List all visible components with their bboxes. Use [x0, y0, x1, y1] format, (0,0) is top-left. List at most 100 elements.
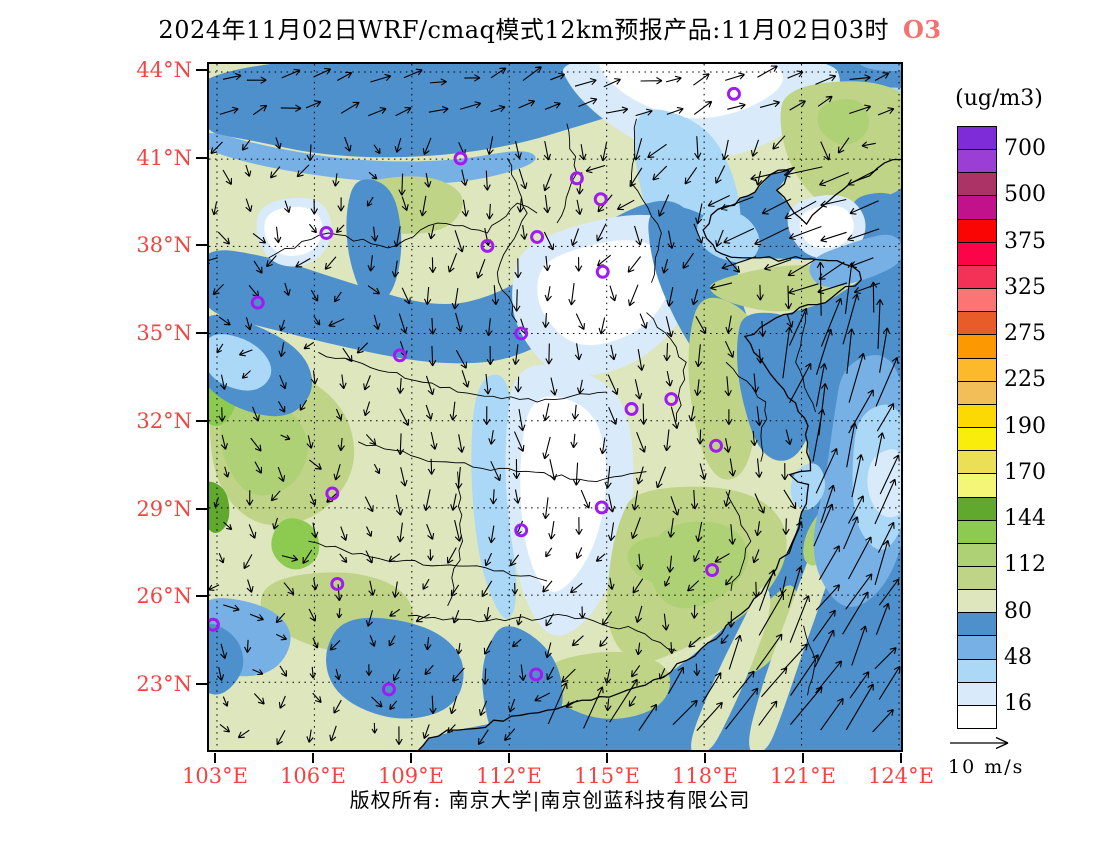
colorbar-box: [958, 520, 996, 544]
wind-scale: 10 m/s: [948, 734, 1068, 778]
x-axis-tick: [214, 753, 216, 763]
city-marker: [514, 326, 529, 341]
x-axis-tick: [704, 753, 706, 763]
colorbar-box: [958, 590, 996, 614]
y-axis-tick: [196, 419, 207, 422]
city-marker: [593, 192, 608, 207]
colorbar-box: [958, 404, 996, 429]
city-marker: [325, 486, 340, 501]
colorbar-box: [958, 613, 996, 637]
colorbar-box: [958, 289, 996, 313]
y-axis-label: 26°N: [136, 584, 192, 609]
colorbar-box: [958, 150, 996, 174]
colorbar-box: [958, 312, 996, 336]
x-axis-tick: [900, 753, 902, 763]
y-axis-tick: [196, 595, 207, 598]
colorbar-box: [958, 265, 996, 290]
x-axis-label: 106°E: [280, 764, 346, 788]
x-axis-label: 109°E: [378, 764, 444, 788]
wind-vectors: [209, 65, 901, 746]
y-axis-tick: [196, 332, 207, 335]
colorbar-box: [958, 451, 996, 475]
colorbar-level-label: 225: [1004, 367, 1046, 393]
x-axis-label: 124°E: [868, 764, 934, 788]
colorbar-level-label: 325: [1004, 274, 1046, 300]
city-marker: [624, 402, 639, 416]
x-axis-tick: [410, 753, 412, 763]
x-axis-label: 112°E: [476, 764, 542, 788]
plot-title-text: 2024年11月02日WRF/cmaq模式12km预报产品:11月02日03时: [158, 16, 889, 44]
colorbar-level-label: 375: [1004, 228, 1046, 254]
city-marker: [209, 617, 220, 632]
colorbar-level-label: 112: [1004, 552, 1046, 578]
colorbar-level-label: 170: [1004, 459, 1046, 485]
y-axis-label: 29°N: [136, 496, 192, 521]
city-marker: [250, 295, 265, 310]
city-marker: [530, 230, 545, 244]
y-axis-label: 41°N: [136, 145, 192, 170]
colorbar-level-label: 190: [1004, 413, 1046, 439]
city-marker: [705, 563, 720, 578]
y-axis-tick: [196, 682, 207, 685]
colorbar-level-label: 700: [1004, 136, 1046, 162]
colorbar-box: [958, 659, 996, 683]
y-axis-label: 38°N: [136, 233, 192, 258]
city-marker: [726, 86, 741, 101]
colorbar-box: [958, 335, 996, 359]
colorbar-box: [958, 381, 996, 405]
city-marker: [569, 171, 584, 186]
colorbar-box: [958, 173, 996, 197]
city-marker: [594, 500, 609, 515]
colorbar-box: [958, 196, 996, 220]
y-axis-tick: [196, 244, 207, 247]
colorbar-box: [958, 358, 996, 382]
colorbar-box: [958, 219, 996, 243]
colorbar-box: [958, 127, 996, 151]
colorbar-level-label: 16: [1004, 691, 1032, 716]
city-marker: [709, 438, 724, 453]
x-axis-tick: [802, 753, 804, 763]
colorbar-level-label: 80: [1004, 598, 1032, 624]
x-axis-label: 118°E: [672, 764, 738, 788]
y-axis-label: 35°N: [136, 321, 192, 346]
city-marker: [514, 523, 529, 538]
y-axis-tick: [196, 507, 207, 510]
y-axis-label: 32°N: [136, 408, 192, 433]
city-marker: [392, 348, 407, 363]
colorbar-box: [958, 682, 996, 706]
y-axis-label: 44°N: [136, 58, 192, 82]
wind-scale-arrow: [950, 736, 1009, 750]
city-marker: [453, 151, 468, 166]
colorbar-box: [958, 543, 996, 567]
x-axis-label: 121°E: [770, 764, 836, 788]
colorbar-box: [958, 428, 996, 452]
forecast-map: [207, 62, 903, 752]
city-marker: [480, 238, 495, 253]
copyright-footer: 版权所有: 南京大学|南京创蓝科技有限公司: [349, 788, 751, 812]
colorbar-box: [958, 636, 996, 660]
colorbar: (ug/m3) 700 500 375 325 275 225 190 170 144 112 80…: [950, 86, 1100, 766]
city-marker: [382, 682, 396, 697]
colorbar-box: [958, 705, 996, 729]
colorbar-strip: [957, 126, 997, 729]
plot-title: 2024年11月02日WRF/cmaq模式12km预报产品:11月02日03时 O…: [0, 10, 1100, 45]
species-label: O3: [902, 15, 942, 44]
y-axis-tick: [196, 69, 207, 71]
wind-scale-label: 10 m/s: [948, 756, 1025, 778]
colorbar-box: [958, 566, 996, 591]
map-panel: [207, 62, 903, 752]
colorbar-box: [958, 497, 996, 521]
colorbar-level-label: 144: [1004, 506, 1046, 532]
x-axis-tick: [312, 753, 314, 763]
x-axis-label: 115°E: [574, 764, 640, 788]
city-marker: [595, 264, 610, 279]
colorbar-units: (ug/m3): [955, 86, 1043, 111]
colorbar-level-label: 500: [1004, 182, 1046, 208]
x-axis-tick: [508, 753, 510, 763]
y-axis-tick: [196, 156, 207, 159]
colorbar-box: [958, 242, 996, 266]
y-axis-label: 23°N: [136, 671, 192, 696]
colorbar-box: [958, 474, 996, 498]
city-marker: [664, 392, 679, 407]
